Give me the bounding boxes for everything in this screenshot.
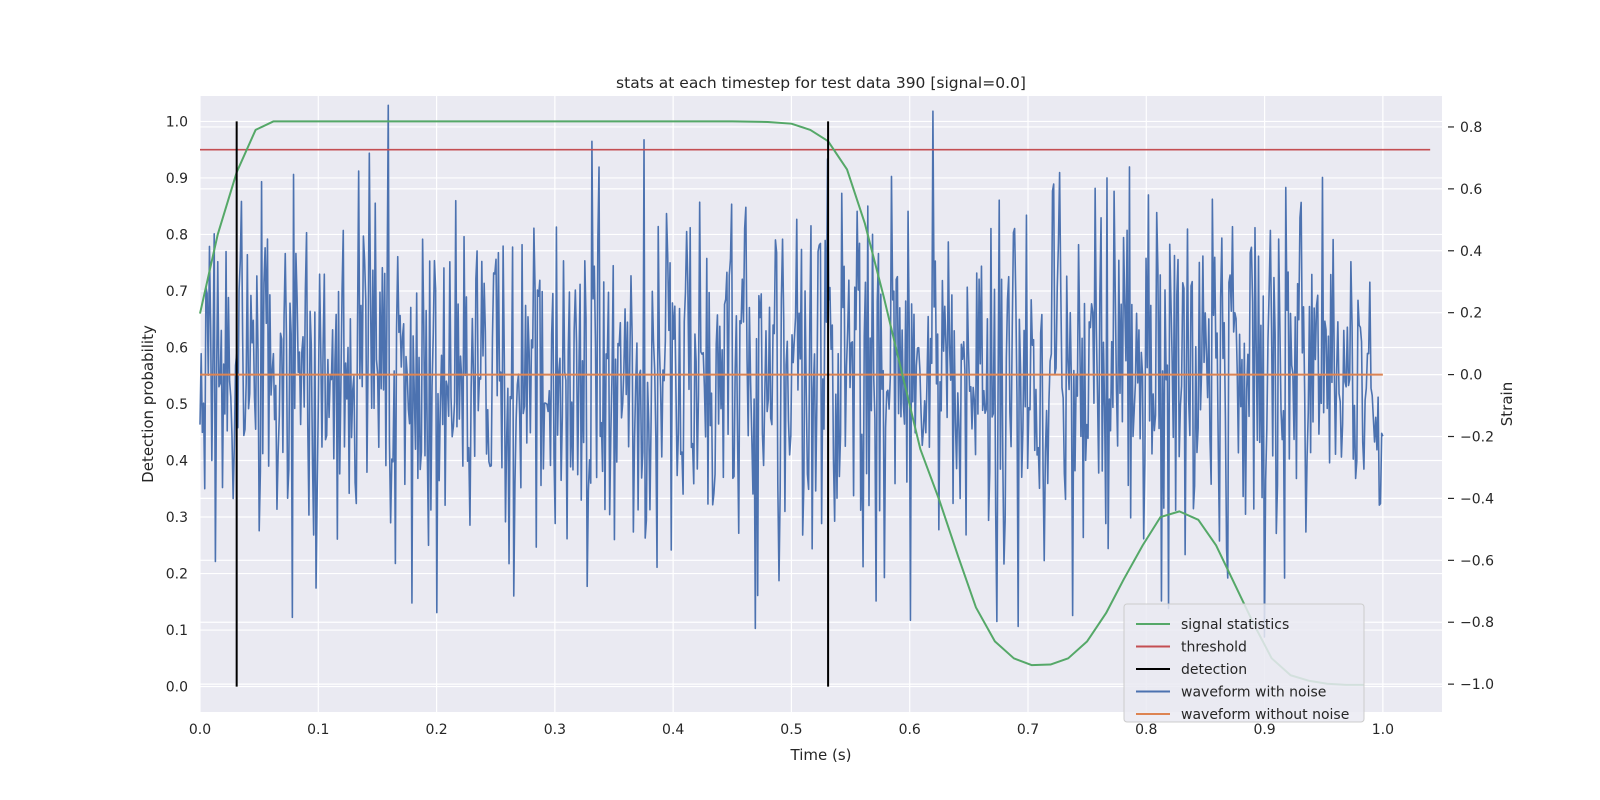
right-y-tick-label: −0.4 xyxy=(1460,491,1494,507)
left-y-tick-label: 0.4 xyxy=(166,454,188,470)
left-y-tick-label: 0.8 xyxy=(166,227,188,243)
series-layer xyxy=(199,104,1431,687)
series-waveform-with-noise xyxy=(199,104,1384,638)
right-y-tick-label: −0.2 xyxy=(1460,430,1494,446)
right-y-tick-label: 0.4 xyxy=(1460,244,1482,260)
left-axis-label: Detection probability xyxy=(139,325,157,483)
series-signal-statistics xyxy=(199,120,1364,686)
x-tick-label: 0.1 xyxy=(307,722,329,738)
left-y-tick-label: 0.1 xyxy=(166,623,188,639)
legend: signal statistics threshold detection wavef… xyxy=(1123,603,1365,723)
x-tick-label: 0.5 xyxy=(780,722,802,738)
left-y-tick-label: 0.7 xyxy=(166,284,188,300)
x-tick-label: 0.3 xyxy=(544,722,566,738)
right-y-tick-label: 0.2 xyxy=(1460,306,1482,322)
x-axis-label: Time (s) xyxy=(790,746,852,764)
x-axis-ticks: 0.0 0.1 0.2 0.3 0.4 0.5 0.6 0.7 0.8 0.9 1.0 xyxy=(189,722,1394,738)
legend-label: detection xyxy=(1181,662,1247,678)
left-y-tick-label: 0.0 xyxy=(166,680,188,696)
left-y-tick-label: 0.9 xyxy=(166,171,188,187)
left-y-tick-label: 0.6 xyxy=(166,340,188,356)
right-y-tick-label: 0.6 xyxy=(1460,182,1482,198)
x-tick-label: 0.9 xyxy=(1253,722,1275,738)
right-axis-label: Strain xyxy=(1498,382,1516,426)
right-y-tick-label: −1.0 xyxy=(1460,677,1494,693)
x-tick-label: 1.0 xyxy=(1372,722,1394,738)
x-tick-label: 0.6 xyxy=(899,722,921,738)
right-y-tick-label: 0.8 xyxy=(1460,120,1482,136)
right-axis-ticks: −1.0 −0.8 −0.6 −0.4 −0.2 0.0 0.2 0.4 0.6 0.8 xyxy=(1448,120,1494,693)
chart-title: stats at each timestep for test data 390… xyxy=(616,74,1026,92)
legend-label: waveform without noise xyxy=(1181,707,1349,723)
right-y-tick-label: −0.8 xyxy=(1460,615,1494,631)
legend-label: waveform with noise xyxy=(1181,685,1326,701)
legend-label: threshold xyxy=(1181,640,1247,656)
x-tick-label: 0.2 xyxy=(425,722,447,738)
x-tick-label: 0.8 xyxy=(1135,722,1157,738)
left-axis-ticks: 0.0 0.1 0.2 0.3 0.4 0.5 0.6 0.7 0.8 0.9 1.0 xyxy=(166,114,188,695)
left-y-tick-label: 0.2 xyxy=(166,567,188,583)
legend-label: signal statistics xyxy=(1181,617,1289,633)
right-y-tick-label: −0.6 xyxy=(1460,553,1494,569)
left-y-tick-label: 1.0 xyxy=(166,114,188,130)
right-y-tick-label: 0.0 xyxy=(1460,368,1482,384)
left-y-tick-label: 0.3 xyxy=(166,510,188,526)
x-tick-label: 0.0 xyxy=(189,722,211,738)
x-tick-label: 0.7 xyxy=(1017,722,1039,738)
x-tick-label: 0.4 xyxy=(662,722,684,738)
left-y-tick-label: 0.5 xyxy=(166,397,188,413)
legend-box xyxy=(1123,603,1365,723)
